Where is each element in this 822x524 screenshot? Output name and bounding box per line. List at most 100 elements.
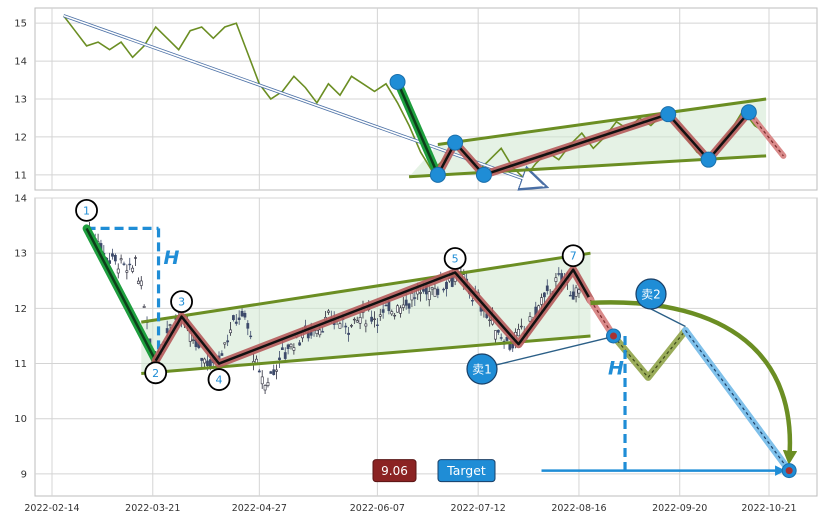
candle-body bbox=[375, 324, 379, 326]
pivot-label-number: 5 bbox=[452, 253, 459, 266]
detail-sell1-point-core bbox=[610, 332, 618, 340]
candle-body bbox=[442, 288, 446, 291]
detail-x-tick-label: 2022-03-21 bbox=[125, 503, 180, 514]
candle-body bbox=[220, 353, 224, 356]
overview-y-tick-label: 15 bbox=[14, 19, 27, 30]
detail-marks bbox=[82, 221, 798, 479]
detail-forecast-leg-core bbox=[589, 299, 615, 337]
candle-body bbox=[286, 344, 290, 350]
overview-pivot-point bbox=[447, 134, 464, 151]
candle-body bbox=[315, 330, 319, 334]
sell1-bubble bbox=[466, 353, 498, 385]
candle-body bbox=[427, 291, 431, 300]
candle-body bbox=[208, 359, 212, 368]
overview-y-tick-label: 13 bbox=[14, 95, 27, 106]
candle-body bbox=[433, 288, 437, 297]
candle-body bbox=[404, 299, 408, 306]
candle-body bbox=[436, 288, 440, 295]
candle-body bbox=[352, 318, 356, 321]
candle-body bbox=[471, 300, 474, 302]
sell1-label: 卖1 bbox=[472, 363, 492, 377]
candle-body bbox=[347, 332, 350, 335]
candle-body bbox=[542, 292, 546, 298]
candle-body bbox=[122, 263, 126, 265]
overview-marks bbox=[62, 14, 787, 187]
overview-drop-leg-core bbox=[396, 81, 440, 176]
detail-y-tick-label: 13 bbox=[14, 249, 27, 260]
candle-body bbox=[128, 263, 132, 266]
candle-body bbox=[240, 310, 244, 317]
candle-body bbox=[203, 358, 207, 364]
sell2-label: 卖2 bbox=[641, 288, 661, 302]
detail-y-tick-label: 10 bbox=[14, 414, 27, 425]
detail-channel-upper bbox=[141, 251, 591, 324]
detail-labels: 1 2 3 4 5 7 H H 卖1 卖2 9.06 Target bbox=[75, 198, 686, 483]
candle-body bbox=[373, 318, 376, 320]
pivot-label-number: 2 bbox=[152, 367, 159, 380]
overview-pivot-point bbox=[389, 73, 406, 90]
candle-body bbox=[399, 307, 402, 314]
candle-body bbox=[519, 325, 523, 328]
candle-body bbox=[131, 267, 135, 272]
candle-body bbox=[445, 281, 448, 290]
candle-body bbox=[494, 330, 497, 340]
candle-body bbox=[370, 316, 374, 322]
candle-body bbox=[517, 328, 520, 337]
candle-body bbox=[226, 340, 230, 343]
candle-body bbox=[545, 285, 549, 292]
pivot-label-circle bbox=[75, 198, 98, 222]
pivot-label-number: 1 bbox=[83, 204, 90, 217]
sell1-pointer bbox=[495, 337, 608, 366]
overview-panel: 11 12 13 14 15 bbox=[14, 7, 818, 190]
candle-body bbox=[355, 320, 359, 323]
candle-body bbox=[266, 382, 270, 386]
candle-body bbox=[407, 303, 411, 309]
detail-curved-forecast-arrow bbox=[590, 300, 798, 465]
detail-zigzag-core bbox=[154, 268, 592, 365]
candle-body bbox=[136, 280, 140, 284]
candle-body bbox=[260, 376, 264, 385]
candle-body bbox=[168, 324, 172, 326]
candle-body bbox=[119, 258, 123, 261]
pivot-label-number: 4 bbox=[216, 374, 223, 387]
candle-body bbox=[134, 257, 137, 259]
candle-body bbox=[234, 321, 238, 324]
candle-body bbox=[410, 293, 414, 301]
sell2-bubble bbox=[635, 278, 667, 310]
candle-body bbox=[574, 287, 578, 297]
candle-body bbox=[116, 268, 120, 274]
candle-body bbox=[206, 360, 209, 367]
candle-body bbox=[381, 309, 385, 313]
candle-body bbox=[321, 331, 325, 333]
h-label-right: H bbox=[608, 358, 624, 380]
h-label-left: H bbox=[164, 247, 180, 269]
candle-body bbox=[378, 314, 382, 317]
candle-body bbox=[338, 323, 342, 329]
pivot-label-number: 7 bbox=[570, 250, 577, 263]
detail-x-tick-label: 2022-08-16 bbox=[551, 503, 606, 514]
target-value-badge bbox=[372, 459, 417, 483]
candle-body bbox=[200, 357, 204, 361]
candle-body bbox=[396, 305, 399, 313]
candle-body bbox=[419, 292, 422, 294]
detail-target-point-core bbox=[785, 467, 793, 475]
candle-body bbox=[237, 317, 241, 320]
candle-body bbox=[243, 312, 247, 318]
candle-body bbox=[540, 297, 543, 305]
detail-drop-leg-core bbox=[85, 227, 157, 362]
candle-body bbox=[496, 329, 500, 333]
candle-body bbox=[292, 347, 296, 351]
pivot-label-circle bbox=[144, 361, 168, 385]
candle-body bbox=[275, 369, 279, 372]
candle-body bbox=[232, 315, 235, 321]
candle-body bbox=[289, 343, 293, 348]
candle-body bbox=[554, 277, 558, 282]
candle-body bbox=[223, 342, 227, 345]
candle-body bbox=[280, 347, 284, 350]
candle-body bbox=[139, 280, 143, 286]
detail-x-ticks: 2022-02-14 2022-03-21 2022-04-27 2022-06-07… bbox=[24, 503, 796, 514]
candle-body bbox=[390, 311, 394, 315]
candle-body bbox=[508, 343, 512, 350]
